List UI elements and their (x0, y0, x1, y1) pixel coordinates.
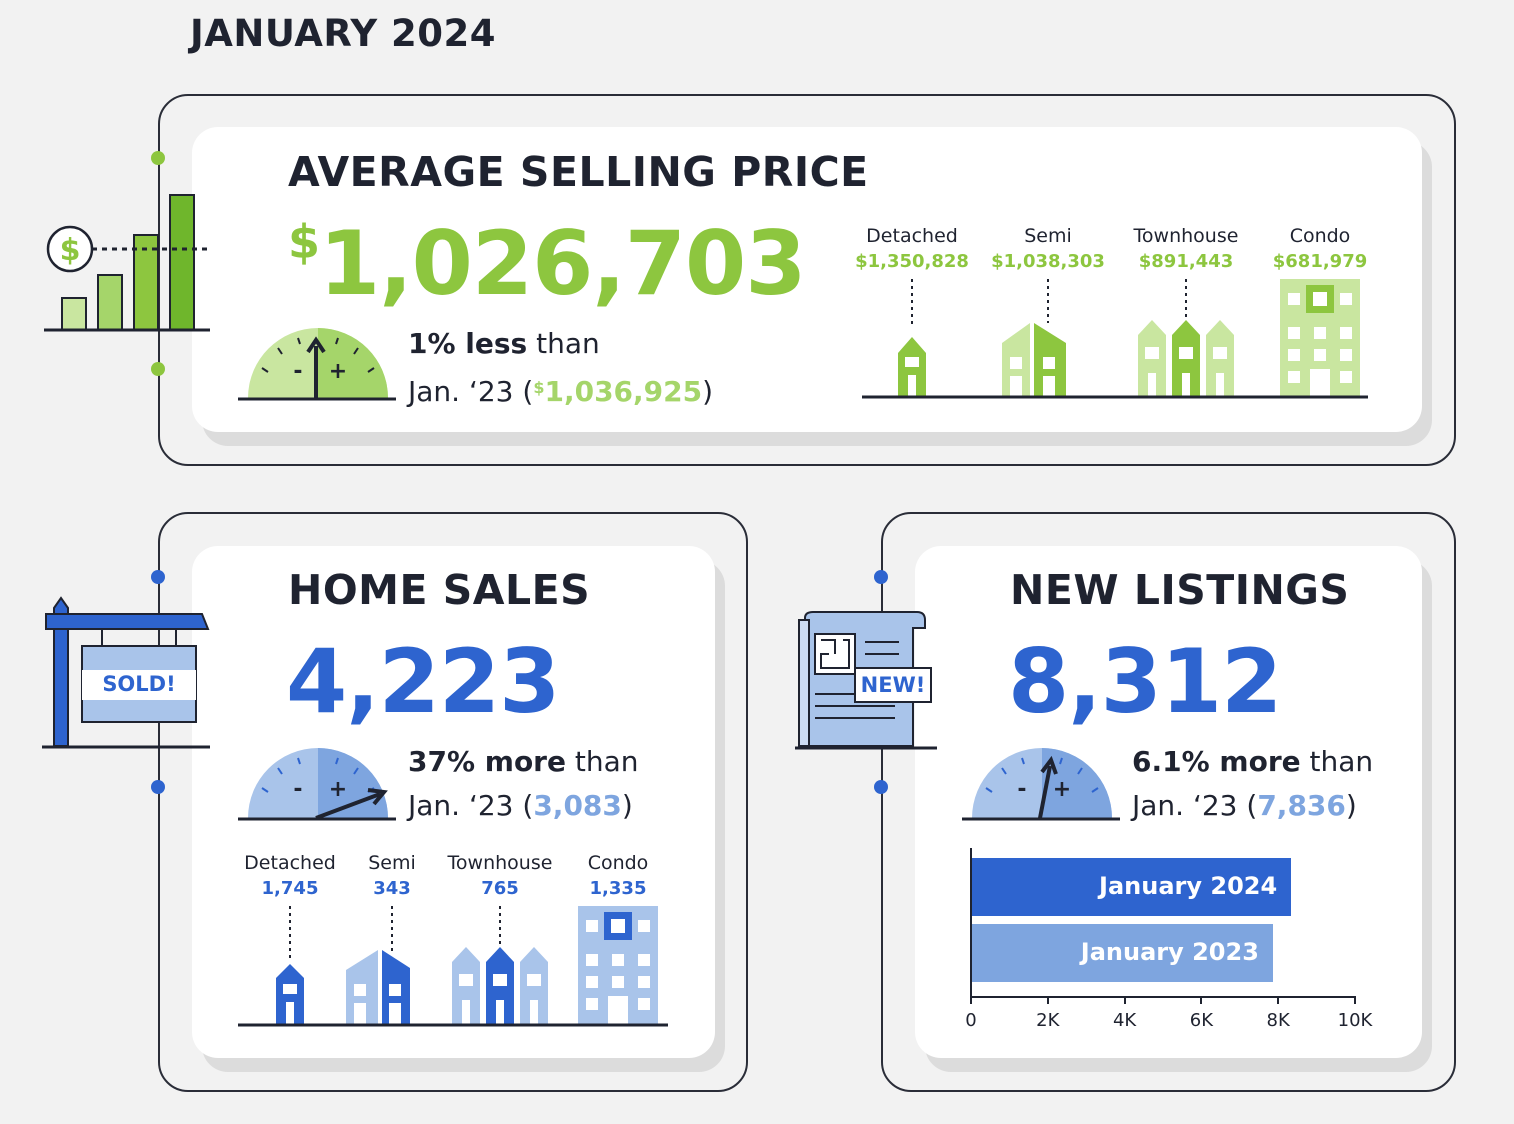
x-tick-mark (1277, 996, 1280, 1004)
connector-dot (874, 570, 888, 584)
type-label-condo: Condo (1289, 225, 1351, 247)
x-tick-mark (1123, 996, 1126, 1004)
home-sales-title: HOME SALES (288, 566, 591, 614)
sold-sign-text: SOLD! (102, 672, 176, 696)
blue-houses-illustration (238, 906, 668, 1027)
change-percent: 37% more (408, 745, 566, 778)
home-sales-frame (158, 512, 748, 1092)
x-tick-mark (1354, 996, 1356, 1004)
green-houses-illustration (862, 279, 1368, 399)
connector-dot (874, 780, 888, 794)
home-sales-comparison: 37% more than Jan. ‘23 (3,083) (408, 740, 639, 828)
avg-price-number: 1,026,703 (319, 212, 806, 315)
price-chart-icon: $ (44, 194, 210, 332)
prev-value: 1,036,925 (544, 375, 703, 408)
svg-text:+: + (329, 359, 347, 384)
type-value-semi: 343 (373, 878, 411, 899)
prev-label: Jan. ‘23 ( (408, 789, 534, 822)
close-paren: ) (702, 375, 714, 408)
x-tick-label: 6K (1189, 1010, 1214, 1031)
x-axis (970, 996, 1356, 998)
svg-text:$: $ (60, 233, 81, 268)
than-text: than (1309, 745, 1374, 778)
than-text: than (574, 745, 639, 778)
x-tick-label: 10K (1337, 1010, 1373, 1031)
avg-price-comparison: 1% less than Jan. ‘23 ($1,036,925) (408, 322, 713, 414)
connector-dot (151, 151, 165, 165)
connector-dot (151, 362, 165, 376)
type-value-detached: $1,350,828 (855, 251, 969, 272)
new-listings-value: 8,312 (1008, 630, 1282, 733)
type-label-condo: Condo (587, 852, 649, 874)
x-tick-label: 4K (1112, 1010, 1137, 1031)
connector-dot (151, 570, 165, 584)
x-tick-label: 2K (1036, 1010, 1060, 1031)
type-value-townhouse: 765 (481, 878, 519, 899)
svg-text:-: - (293, 777, 302, 802)
listings-chart: January 2024 January 2023 0 2K 4K 6K 8K 10K (965, 848, 1372, 1038)
type-value-semi: $1,038,303 (991, 251, 1105, 272)
prev-value: 3,083 (533, 789, 622, 822)
avg-price-value: $1,026,703 (288, 212, 807, 315)
svg-text:-: - (293, 359, 302, 384)
close-paren: ) (621, 789, 633, 822)
type-label-semi: Semi (368, 852, 416, 874)
type-value-detached: 1,745 (261, 878, 319, 899)
new-badge-text: NEW! (860, 673, 926, 697)
x-tick-label: 8K (1266, 1010, 1290, 1031)
prev-label: Jan. ‘23 ( (408, 375, 534, 408)
type-value-condo: 1,335 (589, 878, 647, 899)
type-label-detached: Detached (244, 852, 336, 874)
x-tick-label: 0 (965, 1010, 977, 1031)
bar-january-2023 (972, 924, 1273, 982)
type-label-detached: Detached (866, 225, 958, 247)
type-label-townhouse: Townhouse (1133, 225, 1239, 247)
bar-january-2024 (972, 858, 1292, 916)
x-tick-mark (970, 996, 972, 1004)
new-listings-comparison: 6.1% more than Jan. ‘23 (7,836) (1132, 740, 1373, 828)
change-percent: 6.1% more (1132, 745, 1301, 778)
bar-label-january-2023: January 2023 (1080, 938, 1259, 966)
y-axis (970, 848, 972, 998)
connector-dot (151, 780, 165, 794)
type-value-condo: $681,979 (1272, 251, 1368, 272)
gauge-icon: - + (238, 328, 396, 401)
new-listings-frame (881, 512, 1456, 1092)
home-sales-value: 4,223 (286, 630, 560, 733)
type-value-townhouse: $891,443 (1138, 251, 1234, 272)
svg-text:+: + (1053, 777, 1071, 802)
prev-currency: $ (533, 378, 545, 397)
page-title: JANUARY 2024 (190, 12, 497, 55)
gauge-icon: - + (962, 748, 1120, 821)
bar-label-january-2024: January 2024 (1099, 872, 1278, 900)
prev-value: 7,836 (1257, 789, 1346, 822)
gauge-icon: - + (238, 748, 396, 821)
new-listings-title: NEW LISTINGS (1010, 566, 1350, 614)
than-text: than (536, 327, 600, 360)
x-tick-mark (1200, 996, 1203, 1004)
listing-document-icon (795, 611, 937, 750)
change-percent: 1% less (408, 327, 528, 360)
currency-symbol: $ (288, 215, 320, 269)
type-label-townhouse: Townhouse (447, 852, 553, 874)
prev-label: Jan. ‘23 ( (1132, 789, 1258, 822)
svg-text:-: - (1017, 777, 1026, 802)
avg-price-title: AVERAGE SELLING PRICE (288, 148, 869, 196)
close-paren: ) (1345, 789, 1357, 822)
svg-text:+: + (329, 777, 347, 802)
sold-sign-icon (42, 596, 210, 749)
type-label-semi: Semi (1024, 225, 1072, 247)
x-tick-mark (1046, 996, 1049, 1004)
